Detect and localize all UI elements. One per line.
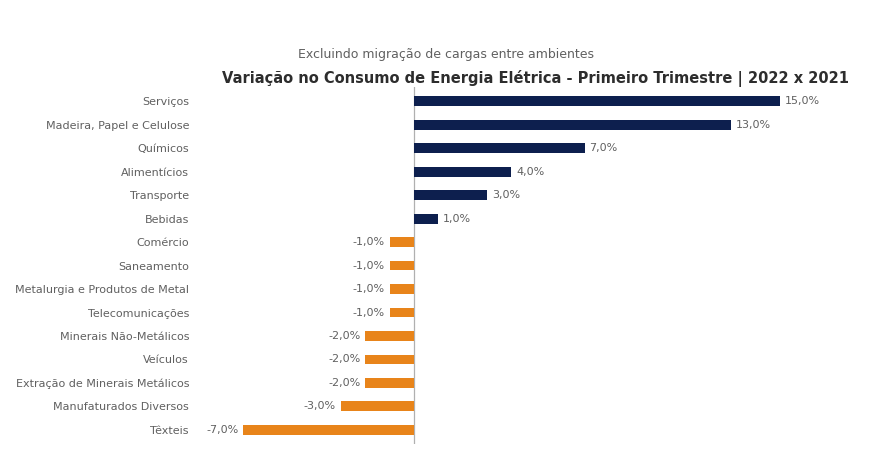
Bar <box>365 378 414 388</box>
Text: 13,0%: 13,0% <box>736 120 771 129</box>
Bar <box>244 425 414 435</box>
Text: -2,0%: -2,0% <box>328 331 360 341</box>
Text: -1,0%: -1,0% <box>352 284 384 294</box>
Bar <box>414 190 487 200</box>
Text: -2,0%: -2,0% <box>328 354 360 364</box>
Bar <box>341 402 414 411</box>
Text: 3,0%: 3,0% <box>491 190 520 200</box>
Title: Variação no Consumo de Energia Elétrica - Primeiro Trimestre | 2022 x 2021: Variação no Consumo de Energia Elétrica … <box>222 70 849 87</box>
Text: -1,0%: -1,0% <box>352 237 384 247</box>
Text: -1,0%: -1,0% <box>352 261 384 270</box>
Text: 7,0%: 7,0% <box>590 143 617 153</box>
Bar <box>390 261 414 270</box>
Bar <box>414 120 731 129</box>
Bar <box>365 331 414 341</box>
Bar <box>390 284 414 294</box>
Text: -2,0%: -2,0% <box>328 378 360 388</box>
Text: 15,0%: 15,0% <box>784 96 820 106</box>
Bar <box>365 354 414 364</box>
Text: -7,0%: -7,0% <box>206 425 238 435</box>
Bar <box>414 213 438 224</box>
Bar <box>414 167 511 177</box>
Bar <box>390 237 414 247</box>
Text: Excluindo migração de cargas entre ambientes: Excluindo migração de cargas entre ambie… <box>298 48 594 61</box>
Bar <box>414 143 584 153</box>
Bar <box>414 96 780 106</box>
Text: 1,0%: 1,0% <box>443 213 471 224</box>
Text: 4,0%: 4,0% <box>516 167 544 177</box>
Text: -1,0%: -1,0% <box>352 308 384 318</box>
Text: -3,0%: -3,0% <box>304 402 336 411</box>
Bar <box>390 308 414 318</box>
